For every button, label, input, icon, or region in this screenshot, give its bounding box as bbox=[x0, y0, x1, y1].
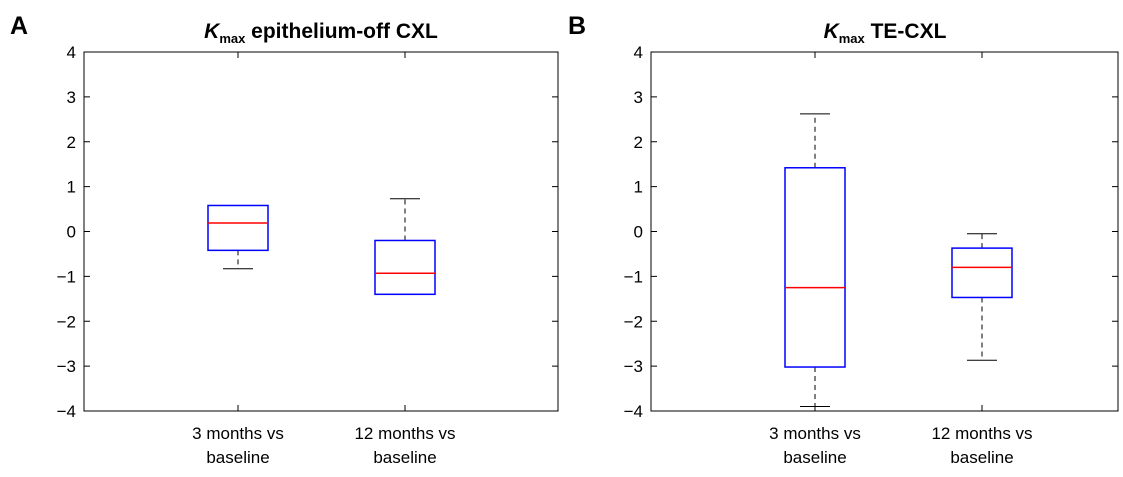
panel-b-title: Kmax TE-CXL bbox=[824, 20, 947, 46]
panel-a-ytick-label: −2 bbox=[57, 312, 76, 331]
panel-b-ytick-label: −1 bbox=[624, 267, 643, 286]
panel-a-ytick-label: −4 bbox=[57, 402, 76, 421]
panel-b-box bbox=[784, 167, 846, 368]
panel-a-ytick-label: 0 bbox=[67, 223, 76, 242]
panel-b-ytick-label: 4 bbox=[634, 43, 643, 62]
panel-b-category-label: 12 months vs baseline bbox=[931, 424, 1032, 467]
panel-a-axes-frame bbox=[83, 51, 559, 412]
panel-a-category-label: 3 months vs baseline bbox=[192, 424, 284, 467]
panel-b-ytick-label: −4 bbox=[624, 402, 643, 421]
panel-b-ytick-label: −2 bbox=[624, 312, 643, 331]
panel-a-ytick-label: −3 bbox=[57, 357, 76, 376]
panel-a-box bbox=[207, 204, 269, 252]
panel-a-ytick-label: 4 bbox=[67, 43, 76, 62]
panel-a-ytick-label: −1 bbox=[57, 267, 76, 286]
panel-a-category-label: 12 months vs baseline bbox=[354, 424, 455, 467]
panel-a-ytick-label: 1 bbox=[67, 178, 76, 197]
panel-b-ytick-label: 1 bbox=[634, 178, 643, 197]
panel-b-category-label: 3 months vs baseline bbox=[769, 424, 861, 467]
panel-b-axes-frame bbox=[650, 51, 1119, 412]
panel-a-ytick-label: 3 bbox=[67, 88, 76, 107]
panel-b-ytick-label: 3 bbox=[634, 88, 643, 107]
panel-b-ytick-label: −3 bbox=[624, 357, 643, 376]
panel-b-ytick-label: 0 bbox=[634, 223, 643, 242]
panel-a-ytick-label: 2 bbox=[67, 133, 76, 152]
panel-b-letter: B bbox=[568, 12, 586, 40]
panel-a-title: Kmax epithelium-off CXL bbox=[204, 20, 438, 46]
panel-a-letter: A bbox=[10, 12, 28, 40]
panel-b-box bbox=[951, 247, 1013, 299]
panel-a-box bbox=[374, 239, 436, 296]
panel-b-ytick-label: 2 bbox=[634, 133, 643, 152]
